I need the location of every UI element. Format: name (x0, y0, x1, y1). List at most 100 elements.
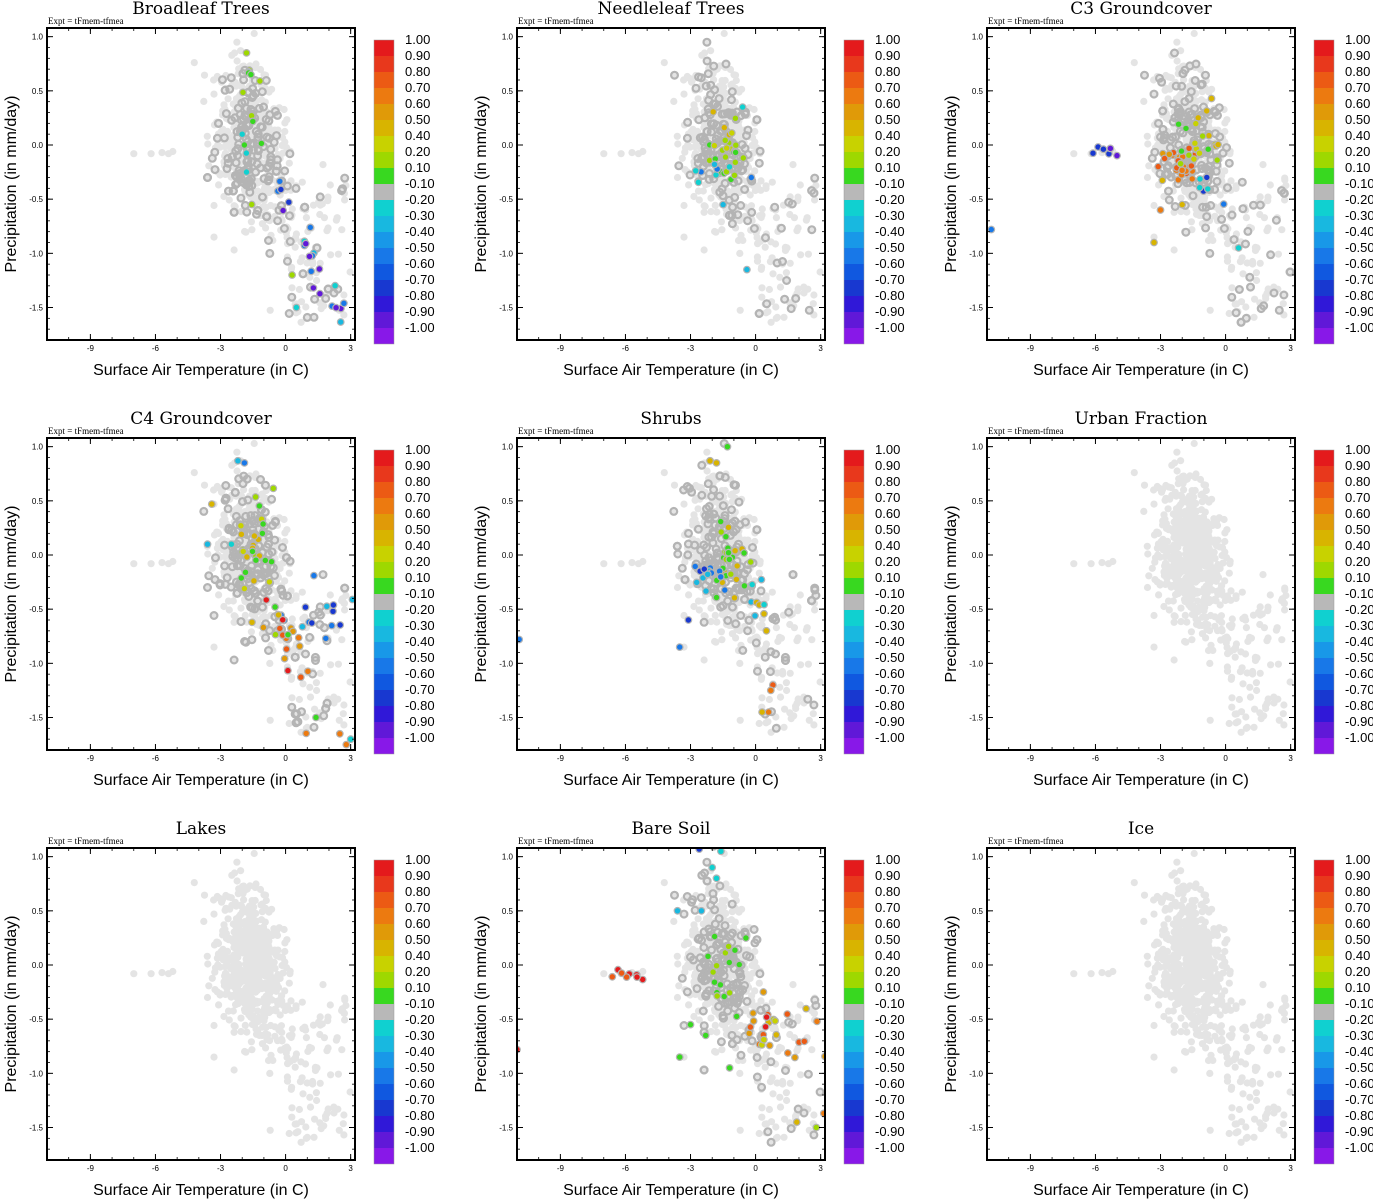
data-point (731, 158, 740, 167)
neutral-point (1181, 227, 1191, 237)
background-point (1181, 187, 1189, 196)
background-point (281, 577, 289, 585)
neutral-point (272, 161, 282, 171)
colorbar-label: 0.40 (875, 128, 900, 143)
data-point (1178, 200, 1187, 209)
background-point (707, 47, 715, 55)
colorbar-swatch (374, 136, 394, 152)
colorbar-label: -0.70 (1345, 272, 1373, 287)
neutral-point (715, 187, 725, 197)
neutral-point (209, 610, 219, 620)
colorbar-swatch (374, 562, 394, 578)
y-tick-label: -1.5 (29, 714, 43, 723)
background-point (216, 171, 224, 179)
background-point (340, 721, 348, 729)
neutral-point (1164, 195, 1174, 205)
colorbar-swatch (844, 264, 864, 280)
neutral-point (810, 173, 820, 183)
neutral-point (1188, 191, 1198, 201)
colorbar-label: 0.50 (1345, 112, 1370, 127)
background-point (210, 486, 218, 494)
neutral-point (328, 767, 335, 774)
background-point (681, 148, 689, 156)
background-point (737, 231, 745, 239)
x-tick-label: -9 (87, 344, 95, 353)
neutral-point (1174, 108, 1184, 118)
neutral-point (226, 582, 236, 592)
colorbar-swatch (374, 104, 394, 120)
neutral-point (253, 596, 263, 606)
neutral-point (210, 165, 220, 175)
neutral-point (315, 610, 325, 620)
background-point (1223, 116, 1231, 124)
x-tick-label: 3 (1288, 344, 1293, 353)
colorbar-swatch (1314, 40, 1334, 56)
background-point (1177, 208, 1185, 216)
neutral-point (232, 588, 242, 598)
neutral-point (1185, 110, 1195, 120)
colorbar-label: -1.00 (405, 730, 435, 745)
data-point (1160, 154, 1169, 163)
neutral-point (221, 481, 231, 491)
neutral-point (250, 604, 260, 614)
background-point (1233, 300, 1241, 308)
background-point (1196, 65, 1205, 74)
y-tick-label: -1.0 (29, 659, 43, 668)
x-tick-label: -3 (217, 754, 225, 763)
colorbar-swatch (374, 530, 394, 546)
x-tick-label: -6 (152, 754, 160, 763)
colorbar-swatch (374, 88, 394, 104)
plot-area (600, 28, 824, 326)
colorbar-swatch (844, 152, 864, 168)
background-point (334, 695, 342, 703)
data-point (315, 265, 324, 273)
background-point (247, 628, 255, 636)
background-point (215, 181, 223, 189)
neutral-point (1163, 186, 1173, 196)
neutral-point (1177, 81, 1187, 91)
neutral-point (253, 206, 263, 216)
background-point (1256, 210, 1264, 219)
neutral-point (1197, 164, 1207, 174)
neutral-point (752, 115, 762, 125)
data-point (261, 556, 270, 565)
background-point (313, 276, 321, 285)
data-point (248, 117, 257, 126)
x-tick-label: -3 (217, 344, 225, 353)
neutral-point (233, 151, 243, 161)
background-point (266, 659, 274, 668)
neutral-point (284, 309, 294, 319)
data-point (301, 603, 310, 612)
data-point (238, 130, 247, 139)
background-point (333, 214, 341, 222)
background-point (1251, 295, 1259, 303)
background-point (1279, 300, 1287, 308)
background-point (215, 591, 223, 599)
data-point (731, 141, 740, 150)
neutral-point (229, 207, 239, 217)
neutral-point (1269, 288, 1279, 298)
neutral-point (780, 294, 790, 304)
background-point (718, 77, 726, 85)
plot-frame (516, 27, 826, 341)
data-point (1213, 156, 1222, 165)
background-point (774, 227, 782, 235)
background-point (319, 161, 327, 169)
y-tick-label: -0.5 (29, 605, 43, 614)
neutral-point (241, 511, 251, 521)
neutral-point (232, 577, 242, 587)
background-point (1211, 212, 1219, 220)
colorbar-label: 0.80 (405, 474, 430, 489)
neutral-point (1149, 89, 1159, 99)
colorbar-swatch (1314, 280, 1334, 296)
background-point (339, 710, 347, 718)
neutral-point (1155, 169, 1165, 179)
neutral-point (1185, 61, 1195, 71)
background-point (690, 192, 698, 201)
y-tick-label: -1.0 (29, 249, 43, 258)
x-tick-label: -3 (1157, 344, 1165, 353)
colorbar-label: -0.30 (405, 618, 435, 633)
data-point (747, 173, 756, 182)
colorbar-label: 0.70 (405, 80, 430, 95)
